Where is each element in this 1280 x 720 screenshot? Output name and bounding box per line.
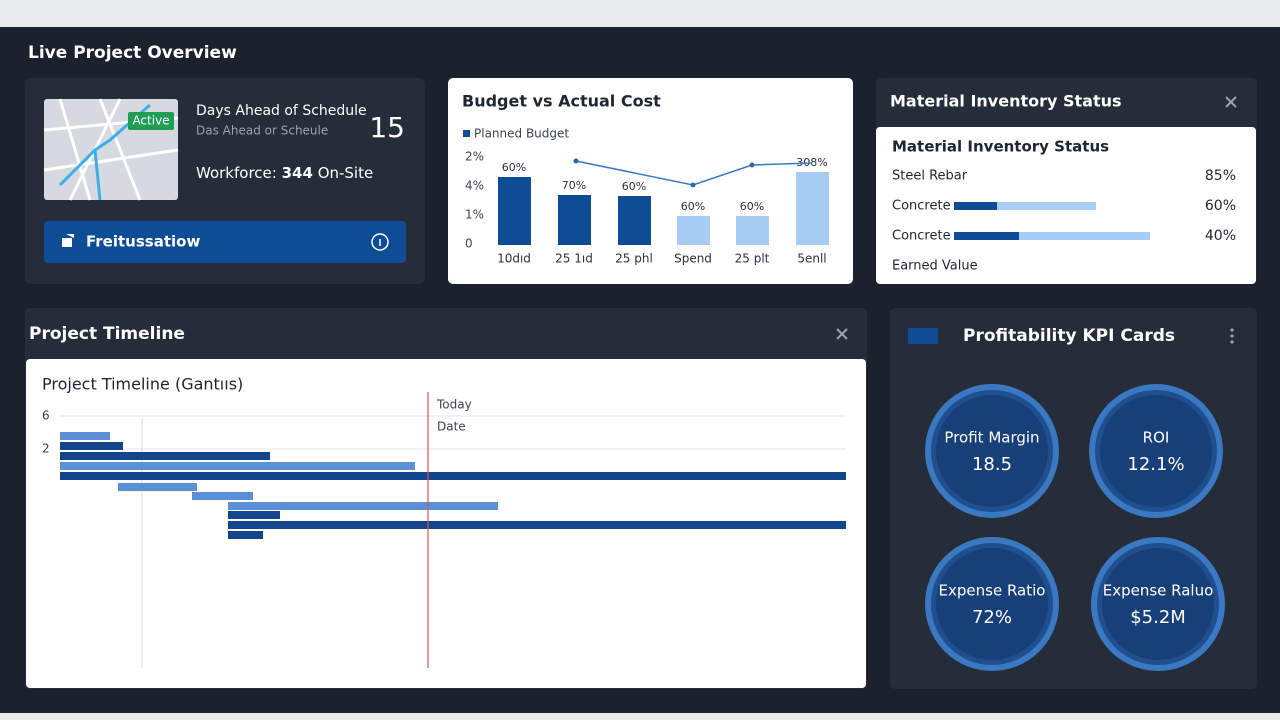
bar: [677, 216, 710, 245]
gantt-bar: [192, 492, 253, 500]
schedule-label: Days Ahead of Schedule: [196, 103, 367, 119]
x-axis-label: 25 phl: [615, 252, 653, 266]
kpi-label: ROI: [1143, 429, 1170, 447]
line-point: [573, 158, 579, 164]
schedule-value: 15: [369, 111, 405, 144]
kpi-label: Expense Ratio: [939, 582, 1046, 600]
status-badge: [128, 112, 174, 130]
kpi-inner: [936, 548, 1048, 660]
progress-fill: [954, 202, 997, 210]
material-label: Concrete: [892, 229, 951, 244]
line-point: [690, 182, 696, 188]
x-axis-label: 25 1ıd: [555, 252, 593, 266]
kpi-value: 18.5: [972, 454, 1012, 475]
x-axis-label: 5enll: [797, 252, 826, 266]
progress-fill: [954, 232, 1019, 240]
bar: [736, 216, 769, 245]
material-value: 40%: [1205, 228, 1236, 244]
gantt-bar: [60, 442, 123, 450]
bar-label: 70%: [562, 179, 586, 192]
bar-label: 60%: [502, 161, 526, 174]
info-icon[interactable]: [371, 233, 389, 251]
close-icon[interactable]: [1225, 96, 1237, 108]
legend-label: Planned Budget: [474, 127, 569, 141]
material-title: Material Inventory Status: [890, 92, 1122, 111]
bar: [618, 196, 651, 245]
button-label: Freitussatiow: [86, 233, 200, 251]
site-map: Active: [43, 98, 179, 201]
bar-label: 60%: [622, 180, 646, 193]
y-axis-label: 0: [465, 237, 473, 251]
today-sublabel: Date: [437, 420, 466, 434]
bar: [558, 195, 591, 245]
page-title: Live Project Overview: [28, 43, 237, 63]
timeline-axis-label: 6: [42, 409, 50, 423]
line-points: [573, 158, 755, 188]
gantt-bar: [60, 452, 270, 460]
action-button[interactable]: [44, 221, 406, 263]
actual-line: [575, 160, 813, 186]
material-value: 60%: [1205, 198, 1236, 214]
gantt-bar: [228, 521, 846, 529]
badge-text: Active: [132, 114, 169, 128]
workforce: Workforce: 344 On-Site: [196, 164, 373, 182]
bar: [498, 177, 531, 245]
kpi-inner: [936, 395, 1048, 507]
material-label: Concrete: [892, 199, 951, 214]
y-axis-label: 4%: [465, 179, 484, 193]
menu-icon[interactable]: [1230, 328, 1234, 344]
close-icon[interactable]: [836, 328, 848, 340]
kpi-icon: [908, 328, 938, 344]
gantt-bar: [228, 502, 498, 510]
x-axis-label: 10dıd: [497, 252, 531, 266]
kpi-label: Profit Margin: [944, 429, 1039, 447]
material-value: 85%: [1205, 168, 1236, 184]
map-roads: [43, 98, 179, 201]
budget-title: Budget vs Actual Cost: [462, 92, 661, 111]
timeline-inner-title: Project Timeline (Gantııs): [42, 375, 243, 394]
kpi-label: Expense Raluo: [1103, 582, 1214, 600]
workforce-value: 344: [282, 164, 313, 182]
kpi-value: $5.2M: [1130, 607, 1186, 628]
gantt-bar: [60, 462, 415, 470]
gantt-bar: [118, 483, 197, 491]
bar-label: 60%: [740, 200, 764, 213]
workforce-label: Workforce:: [196, 164, 277, 182]
line-point: [749, 162, 755, 168]
kpi-value: 72%: [972, 607, 1012, 628]
kpi-value: 12.1%: [1127, 454, 1184, 475]
gantt-bar: [60, 472, 846, 480]
workforce-suffix: On-Site: [318, 164, 374, 182]
x-axis-label: Spend: [674, 252, 712, 266]
progress-track: [954, 202, 1096, 210]
legend-swatch: [463, 130, 470, 137]
material-label: Steel Rebar: [892, 169, 968, 184]
kpi-inner: [1100, 395, 1212, 507]
schedule-sublabel: Das Ahead or Scheule: [196, 124, 328, 138]
button-icon: [62, 234, 74, 247]
material-inner-title: Material Inventory Status: [892, 138, 1109, 156]
gantt-bar: [228, 531, 263, 539]
gantt-bar: [228, 511, 280, 519]
progress-track: [954, 232, 1150, 240]
material-label: Earned Value: [892, 259, 978, 274]
kpi-title: Profitability KPI Cards: [963, 326, 1175, 346]
today-label: Today: [436, 398, 472, 412]
bar-label: 308%: [796, 156, 827, 169]
x-axis-label: 25 plt: [735, 252, 770, 266]
bar: [796, 172, 829, 245]
kpi-inner: [1102, 548, 1214, 660]
timeline-title: Project Timeline: [29, 324, 185, 344]
gantt-bar: [60, 432, 110, 440]
timeline-axis-label: 2: [42, 442, 50, 456]
y-axis-label: 2%: [465, 150, 484, 164]
y-axis-label: 1%: [465, 208, 484, 222]
bar-label: 60%: [681, 200, 705, 213]
